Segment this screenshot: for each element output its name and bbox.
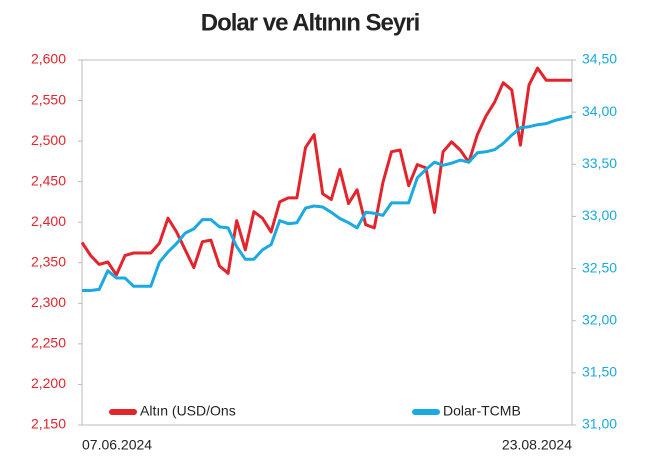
y2-tick-label: 32,50 [582, 259, 617, 275]
x-tick-label: 07.06.2024 [82, 437, 152, 453]
y2-tick-label: 31,00 [582, 416, 617, 432]
y2-tick-label: 33,00 [582, 207, 617, 223]
plot-frame [81, 59, 573, 426]
legend-label: Dolar-TCMB [443, 403, 521, 419]
y-tick-label: 2,600 [31, 51, 66, 67]
y-tick-label: 2,500 [31, 132, 66, 148]
y-tick-label: 2,250 [31, 335, 66, 351]
series-line [80, 66, 572, 277]
y-tick-label: 2,300 [31, 294, 66, 310]
chart-title: Dolar ve Altının Seyri [201, 9, 420, 36]
x-tick-label: 23.08.2024 [502, 437, 572, 453]
y-tick-label: 2,400 [31, 213, 66, 229]
y2-tick-label: 34,50 [582, 51, 617, 67]
y2-tick-label: 31,50 [582, 364, 617, 380]
y2-tick-label: 32,00 [582, 311, 617, 327]
legend-label: Altın (USD/Ons [140, 403, 236, 419]
y-tick-label: 2,550 [31, 91, 66, 107]
y-tick-label: 2,450 [31, 172, 66, 188]
y-tick-label: 2,150 [31, 416, 66, 432]
series-line [82, 114, 573, 292]
y-tick-label: 2,350 [31, 253, 66, 269]
y2-tick-label: 33,50 [582, 155, 617, 171]
y2-tick-label: 34,00 [582, 103, 617, 119]
y-tick-label: 2,200 [31, 375, 66, 391]
